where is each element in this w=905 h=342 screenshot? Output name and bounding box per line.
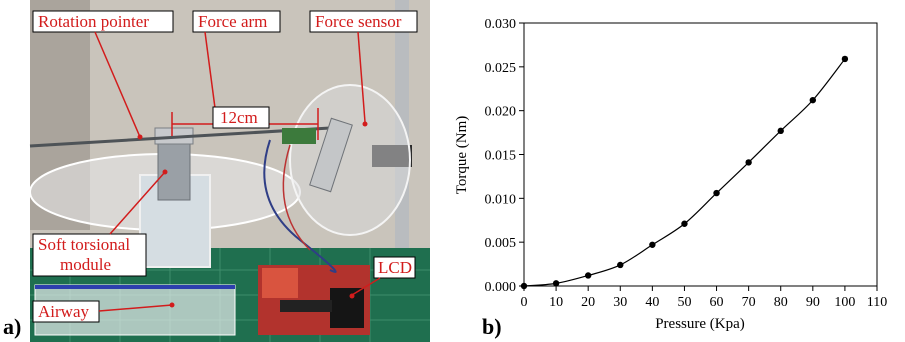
x-tick-label: 110 (867, 295, 887, 310)
sensor-board (282, 128, 316, 144)
leader-dot-module (162, 169, 168, 175)
x-tick-label: 0 (521, 295, 528, 310)
callout-box-lcd (373, 256, 416, 279)
y-tick-label: 0.030 (485, 17, 517, 32)
label-rotation-pointer: Rotation pointer (38, 12, 149, 31)
label-lcd: LCD (378, 258, 412, 277)
series-line-torque (523, 58, 846, 287)
chip (280, 300, 332, 312)
callout-box-force-sensor (309, 10, 418, 33)
x-tick-label: 20 (581, 295, 595, 310)
leader-dot-sensor (362, 121, 368, 127)
x-axis-ticks: 0 10 20 30 40 50 60 70 80 90 100 110 (521, 286, 887, 310)
y-axis-ticks: 0.000 0.005 0.010 0.015 0.020 0.025 0.030 (485, 17, 524, 295)
data-point (777, 127, 784, 135)
data-point (745, 159, 752, 166)
x-axis-label: Pressure (Kpa) (655, 316, 745, 332)
rotation-pointer-rod (29, 126, 331, 148)
data-point (584, 272, 592, 279)
data-point (520, 282, 528, 290)
label-force-arm: Force arm (198, 12, 267, 31)
x-tick-label: 90 (806, 295, 820, 310)
torque-pressure-chart: 0 10 20 30 40 50 60 70 80 90 100 110 0.000 0.005 0.01… (454, 17, 887, 339)
x-tick-label: 80 (774, 295, 788, 310)
cable (263, 139, 337, 273)
x-tick-label: 60 (710, 295, 724, 310)
leader-soft-module (109, 171, 166, 235)
label-airway: Airway (38, 302, 89, 321)
leader-force-arm (204, 31, 216, 109)
y-tick-label: 0.015 (485, 149, 517, 164)
leader-dot-airway (169, 302, 175, 308)
data-point (617, 261, 624, 269)
data-point (681, 220, 688, 227)
cable-red (282, 144, 311, 251)
series-points (520, 55, 849, 290)
data-point (713, 189, 720, 197)
label-length: 12cm (220, 108, 258, 127)
y-tick-label: 0.025 (485, 61, 517, 76)
force-sensor-body (309, 117, 353, 193)
experimental-setup-photo: Rotation pointer Force arm Force sensor … (3, 0, 430, 342)
y-tick-label: 0.000 (485, 280, 517, 295)
soft-module-body (157, 139, 191, 201)
leader-dot-lcd (349, 293, 355, 299)
leader-lcd (351, 277, 381, 296)
callout-box-soft-module (32, 233, 147, 277)
callout-box-airway (32, 300, 100, 323)
sensor-disk (289, 84, 411, 236)
x-tick-label: 40 (645, 295, 659, 310)
panel-a-letter: a) (3, 314, 21, 339)
x-tick-label: 30 (613, 295, 627, 310)
plot-frame (523, 22, 878, 287)
label-force-sensor: Force sensor (315, 12, 402, 31)
data-point (809, 96, 817, 104)
y-axis-label: Torque (Nm) (454, 116, 470, 195)
keypad (262, 268, 298, 298)
y-tick-label: 0.005 (485, 236, 517, 251)
label-soft-module-line2: module (60, 255, 111, 274)
lcd-display (330, 288, 364, 328)
y-tick-label: 0.020 (485, 105, 517, 120)
y-tick-label: 0.010 (485, 192, 517, 207)
x-tick-label: 10 (549, 295, 563, 310)
panel-b-letter: b) (482, 314, 502, 339)
data-point (552, 280, 560, 287)
callout-box-force-arm (192, 10, 281, 33)
data-point (841, 55, 849, 63)
data-point (649, 241, 656, 248)
leader-dot-rotation (137, 134, 143, 140)
callout-box-length (212, 106, 270, 129)
callout-box-rotation-pointer (32, 10, 174, 33)
leader-rotation-pointer (94, 31, 141, 138)
x-tick-label: 100 (834, 295, 855, 310)
leader-airway (98, 304, 173, 312)
label-soft-module-line1: Soft torsional (38, 235, 130, 254)
x-tick-label: 50 (677, 295, 691, 310)
leader-force-sensor (357, 31, 366, 123)
x-tick-label: 70 (742, 295, 756, 310)
